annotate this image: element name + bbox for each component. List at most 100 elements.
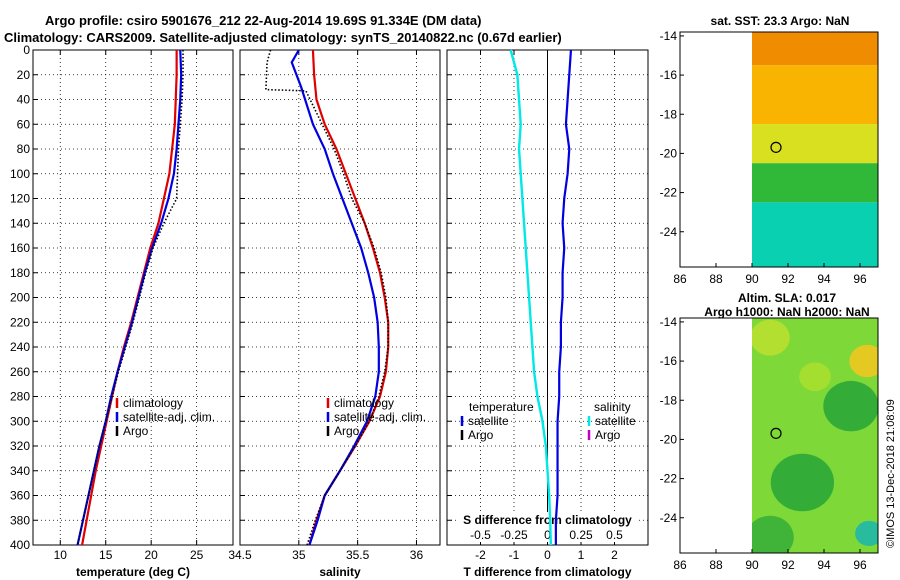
- temperature-ytick-label: 200: [10, 291, 30, 305]
- temperature-ytick-label: 400: [10, 538, 30, 552]
- sst_map-argo-marker: [770, 141, 782, 153]
- sla_map-blob: [799, 362, 831, 392]
- sst_map-ytick-label: -20: [660, 146, 678, 160]
- difference-xtick-label: 1: [578, 548, 585, 562]
- sst_map-xtick-label: 96: [853, 272, 867, 286]
- sst_map-panel: 86 88 90 92 94 96 -14 -16 -18 -20 -22 -24 sat. SST: …: [660, 14, 879, 286]
- difference-xtick-label: -1: [509, 548, 520, 562]
- sst_map-band: [752, 124, 878, 164]
- title-line-1: Argo profile: csiro 5901676_212 22-Aug-2…: [45, 13, 481, 28]
- sla_map-blob: [770, 453, 835, 512]
- sla_map-data: [752, 318, 878, 553]
- temperature-xtick-label: 10: [54, 548, 68, 562]
- difference-legend-salinity-label: satellite: [595, 414, 636, 428]
- difference-series-temperature-satellite: [554, 49, 573, 545]
- difference-xtick-label: 0: [544, 548, 551, 562]
- salinity-legend-label: climatology: [334, 396, 394, 410]
- sla_map-ytick-label: -24: [660, 511, 678, 525]
- sla_map-argo-marker: [770, 427, 782, 439]
- salinity-xtick-label: 35.5: [346, 548, 370, 562]
- temperature-ytick-label: 80: [17, 142, 31, 156]
- difference-xtick-label: 2: [611, 548, 618, 562]
- sla_map-blob: [752, 319, 790, 356]
- difference-s-axis-backdrop: [457, 512, 638, 542]
- sst_map-ytick-label: -16: [660, 68, 678, 82]
- sla_map-blob: [752, 515, 794, 553]
- difference-series-salinity-satellite: [509, 49, 553, 546]
- temperature-ytick-label: 380: [10, 513, 30, 527]
- temperature-legend-label: satellite-adj. clim.: [123, 410, 215, 424]
- sla_map-ytick-label: -14: [660, 315, 678, 329]
- temperature-ytick-label: 320: [10, 439, 30, 453]
- difference-xlabel: T difference from climatology: [463, 565, 631, 579]
- sla_map-blob: [855, 520, 878, 547]
- difference-s-tick-label: -0.25: [500, 528, 528, 542]
- sst_map-xtick-label: 92: [781, 272, 795, 286]
- difference-panel: -2 -1 0 1 2 T difference from climatology S di…: [446, 49, 649, 579]
- difference-legend-temperature-title: temperature: [469, 400, 534, 414]
- sla_map-blob: [849, 344, 878, 378]
- temperature-xtick-label: 20: [145, 548, 159, 562]
- difference-legend-temperature-label: Argo: [468, 428, 494, 442]
- temperature-legend-label: climatology: [123, 396, 183, 410]
- sst_map-ytick-label: -18: [660, 107, 678, 121]
- salinity-xtick-label: 35: [292, 548, 306, 562]
- temperature-ytick-label: 60: [17, 117, 31, 131]
- difference-s-tick-label: -0.5: [470, 528, 491, 542]
- sst_map-ytick-label: -22: [660, 186, 678, 200]
- temperature-ytick-label: 220: [10, 315, 30, 329]
- sla_map-panel: 86 88 90 92 94 96 -14 -16 -18 -20 -22 -24 Altim. SLA…: [660, 291, 879, 572]
- difference-xtick-label: -2: [475, 548, 486, 562]
- salinity-series-argo: [265, 49, 390, 546]
- temperature-ytick-label: 140: [10, 216, 30, 230]
- sla_map-ytick-label: -22: [660, 472, 678, 486]
- temperature-ytick-label: 260: [10, 365, 30, 379]
- sla_map-xtick-label: 94: [817, 558, 831, 572]
- temperature-legend-label: Argo: [123, 424, 149, 438]
- difference-legend-salinity-label: Argo: [595, 428, 621, 442]
- temperature-ytick-label: 160: [10, 241, 30, 255]
- salinity-xtick-label: 36: [410, 548, 424, 562]
- credit-label: ©IMOS 13-Dec-2018 21:08:09: [885, 399, 897, 548]
- sla_map-frame: [679, 317, 879, 554]
- difference-legend-salinity-title: salinity: [594, 400, 631, 414]
- sst_map-xtick-label: 90: [745, 272, 759, 286]
- temperature-ytick-label: 20: [17, 68, 31, 82]
- sla-map-title-line-2: Argo h1000: NaN h2000: NaN: [704, 305, 869, 319]
- sst_map-xtick-label: 88: [709, 272, 723, 286]
- sla_map-xtick-label: 88: [709, 558, 723, 572]
- salinity-xlabel: salinity: [319, 565, 361, 579]
- temperature-xtick-label: 15: [99, 548, 113, 562]
- title-line-2: Climatology: CARS2009. Satellite-adjuste…: [4, 30, 562, 45]
- sst_map-ytick-label: -14: [660, 29, 678, 43]
- temperature-series-satellite: [76, 49, 183, 546]
- temperature-ytick-label: 340: [10, 464, 30, 478]
- sst_map-band: [752, 202, 878, 267]
- sst_map-band: [752, 65, 878, 125]
- temperature-ytick-label: 100: [10, 167, 30, 181]
- sst_map-xtick-label: 94: [817, 272, 831, 286]
- sst_map-frame: [679, 31, 879, 268]
- temperature-ytick-label: 300: [10, 414, 30, 428]
- difference-s-tick-label: 0: [544, 528, 551, 542]
- salinity-panel: 34.5 35 35.5 36 salinity climatologysatellite…: [228, 49, 441, 579]
- difference-legend-temperature-label: satellite: [468, 414, 509, 428]
- sst_map-xtick-label: 86: [673, 272, 687, 286]
- sla_map-xtick-label: 90: [745, 558, 759, 572]
- temperature-ytick-label: 0: [23, 43, 30, 57]
- temperature-xtick-label: 25: [190, 548, 204, 562]
- difference-s-tick-label: 0.5: [606, 528, 623, 542]
- salinity-xtick-label: 34.5: [228, 548, 252, 562]
- sla_map-xtick-label: 92: [781, 558, 795, 572]
- sla_map-blob: [823, 380, 878, 432]
- sla-map-title-line-1: Altim. SLA: 0.017: [738, 291, 836, 305]
- sst-map-title: sat. SST: 23.3 Argo: NaN: [711, 14, 850, 28]
- temperature-ytick-label: 240: [10, 340, 30, 354]
- sla_map-xtick-label: 86: [673, 558, 687, 572]
- sla_map-ytick-label: -18: [660, 393, 678, 407]
- temperature-ytick-label: 40: [17, 93, 31, 107]
- temperature-xlabel: temperature (deg C): [76, 565, 190, 579]
